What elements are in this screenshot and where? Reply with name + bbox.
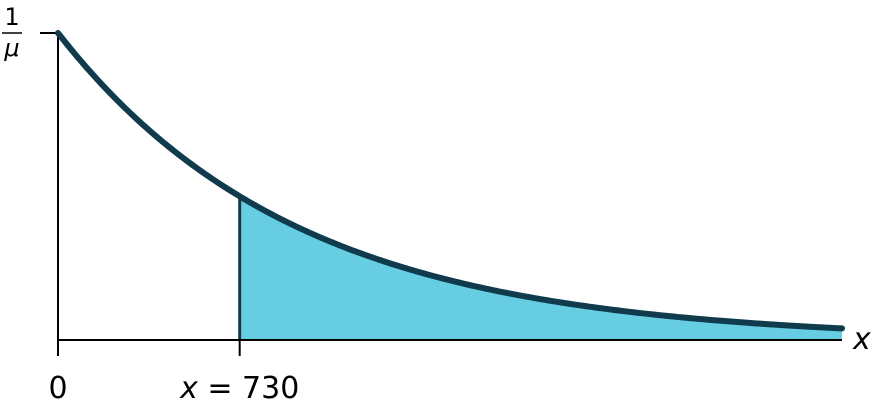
x-tick-label-zero: 0 [48, 371, 67, 406]
x-tick-label-variable: x [179, 371, 198, 406]
density-curve [55, 30, 845, 332]
y-tick-denominator: μ [3, 34, 19, 62]
x-tick-label-value: = 730 [198, 371, 299, 406]
y-tick-label: 1 μ [2, 3, 22, 62]
shaded-tail-area [239, 196, 842, 340]
y-tick-numerator: 1 [4, 3, 19, 31]
x-axis-label: x [852, 322, 871, 357]
x-tick-label-cutoff: x = 730 [179, 371, 299, 406]
